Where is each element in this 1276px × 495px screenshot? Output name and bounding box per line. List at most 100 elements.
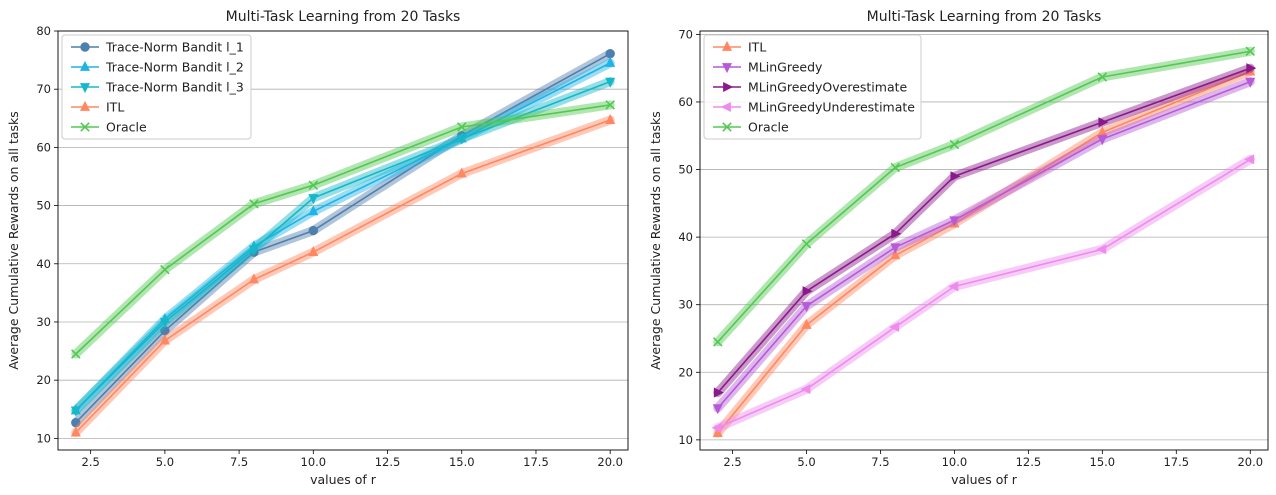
data-point [605, 56, 616, 67]
series-line [75, 80, 611, 411]
series-line [717, 70, 1251, 434]
data-point [605, 77, 616, 88]
data-point [70, 406, 81, 417]
data-point [1097, 72, 1108, 82]
data-point [712, 426, 723, 438]
legend-marker [80, 122, 90, 132]
series-line [75, 52, 611, 424]
legend-label: Trace-Norm Bandit l_3 [105, 80, 244, 95]
legend-label: ITL [748, 40, 766, 55]
legend: Trace-Norm Bandit l_1 Trace-Norm Bandit l… [61, 34, 252, 140]
x-tick-label: 7.5 [230, 455, 248, 469]
legend-label: Oracle [106, 120, 147, 135]
data-point [949, 216, 960, 227]
x-tick-label: 5.0 [797, 455, 815, 469]
series-itl [712, 65, 1256, 438]
legend-marker [80, 42, 90, 52]
y-tick-label: 40 [36, 257, 51, 271]
y-tick-label: 10 [36, 431, 51, 445]
y-tick-label: 20 [678, 365, 693, 379]
series-line [717, 50, 1251, 343]
y-tick-label: 60 [36, 140, 51, 154]
y-tick-label: 50 [36, 199, 51, 213]
legend-marker [79, 60, 91, 71]
data-point [800, 384, 811, 395]
data-point [159, 318, 170, 329]
legend-marker [722, 122, 732, 132]
data-point [248, 245, 259, 256]
series-trace-norm-bandit-l-3 [70, 77, 616, 417]
data-point [1244, 154, 1255, 165]
data-point [801, 239, 812, 249]
legend-marker [79, 83, 91, 94]
y-axis-label: Average Cumulative Rewards on all tasks [648, 111, 663, 370]
x-tick-label: 2.5 [723, 455, 741, 469]
x-tick-label: 20.0 [1237, 455, 1263, 469]
data-point [71, 349, 81, 359]
data-point [889, 321, 900, 333]
legend-entry: Oracle [713, 120, 789, 135]
data-point [713, 387, 724, 398]
data-point [308, 194, 319, 205]
x-tick-label: 17.5 [1163, 455, 1189, 469]
data-point [890, 249, 901, 260]
x-tick-label: 17.5 [523, 455, 549, 469]
data-point [1097, 135, 1108, 146]
data-point [949, 139, 960, 150]
data-point [1246, 63, 1257, 74]
y-axis-label: Average Cumulative Rewards on all tasks [6, 111, 21, 370]
data-point [456, 122, 467, 132]
x-tick-label: 12.5 [1016, 455, 1042, 469]
legend-entry: ITL [71, 100, 124, 115]
data-point [891, 228, 902, 239]
series-mlingreedy [712, 77, 1256, 415]
legend-box [703, 34, 922, 140]
x-tick-label: 12.5 [375, 455, 401, 469]
legend-entry: Trace-Norm Bandit l_1 [71, 40, 244, 55]
y-tick-label: 20 [36, 373, 51, 387]
data-point [605, 48, 615, 59]
data-point [950, 171, 961, 182]
legend-entry: Trace-Norm Bandit l_2 [71, 60, 244, 75]
data-point [308, 205, 319, 216]
legend-marker [721, 40, 733, 51]
x-tick-label: 5.0 [156, 455, 174, 469]
legend-marker [720, 101, 731, 113]
x-tick-label: 7.5 [871, 455, 889, 469]
data-point [802, 286, 813, 297]
series-line [75, 119, 611, 434]
data-point [712, 337, 723, 347]
series-oracle [71, 100, 615, 359]
series-mlingreedyunderestimate [711, 154, 1255, 433]
series-line [717, 80, 1251, 409]
data-point [248, 273, 259, 284]
series-line [717, 67, 1251, 394]
series-mlingreedyoverestimate [713, 63, 1257, 398]
data-point [160, 264, 170, 275]
legend-marker [721, 63, 733, 74]
series-trace-norm-bandit-l-1 [71, 48, 615, 428]
legend-label: MLinGreedy [748, 60, 823, 75]
data-point [890, 243, 901, 254]
series-line [717, 158, 1251, 429]
chart-title: Multi-Task Learning from 20 Tasks [226, 9, 461, 25]
legend-label: MLinGreedyOverestimate [748, 80, 908, 95]
legend-entry: ITL [713, 40, 766, 55]
chart-title: Multi-Task Learning from 20 Tasks [867, 9, 1102, 25]
data-point [1098, 117, 1109, 128]
legend-marker [79, 100, 91, 111]
legend-label: ITL [106, 100, 124, 115]
data-point [948, 281, 959, 292]
data-point [712, 404, 723, 415]
data-point [308, 180, 319, 190]
x-tick-label: 2.5 [82, 455, 100, 469]
x-tick-label: 15.0 [449, 455, 475, 469]
legend-label: MLinGreedyUnderestimate [748, 100, 915, 115]
legend-box [61, 34, 252, 140]
data-point [711, 422, 722, 433]
x-axis-label: values of r [951, 472, 1018, 487]
data-point [1096, 244, 1107, 255]
data-point [890, 162, 901, 173]
